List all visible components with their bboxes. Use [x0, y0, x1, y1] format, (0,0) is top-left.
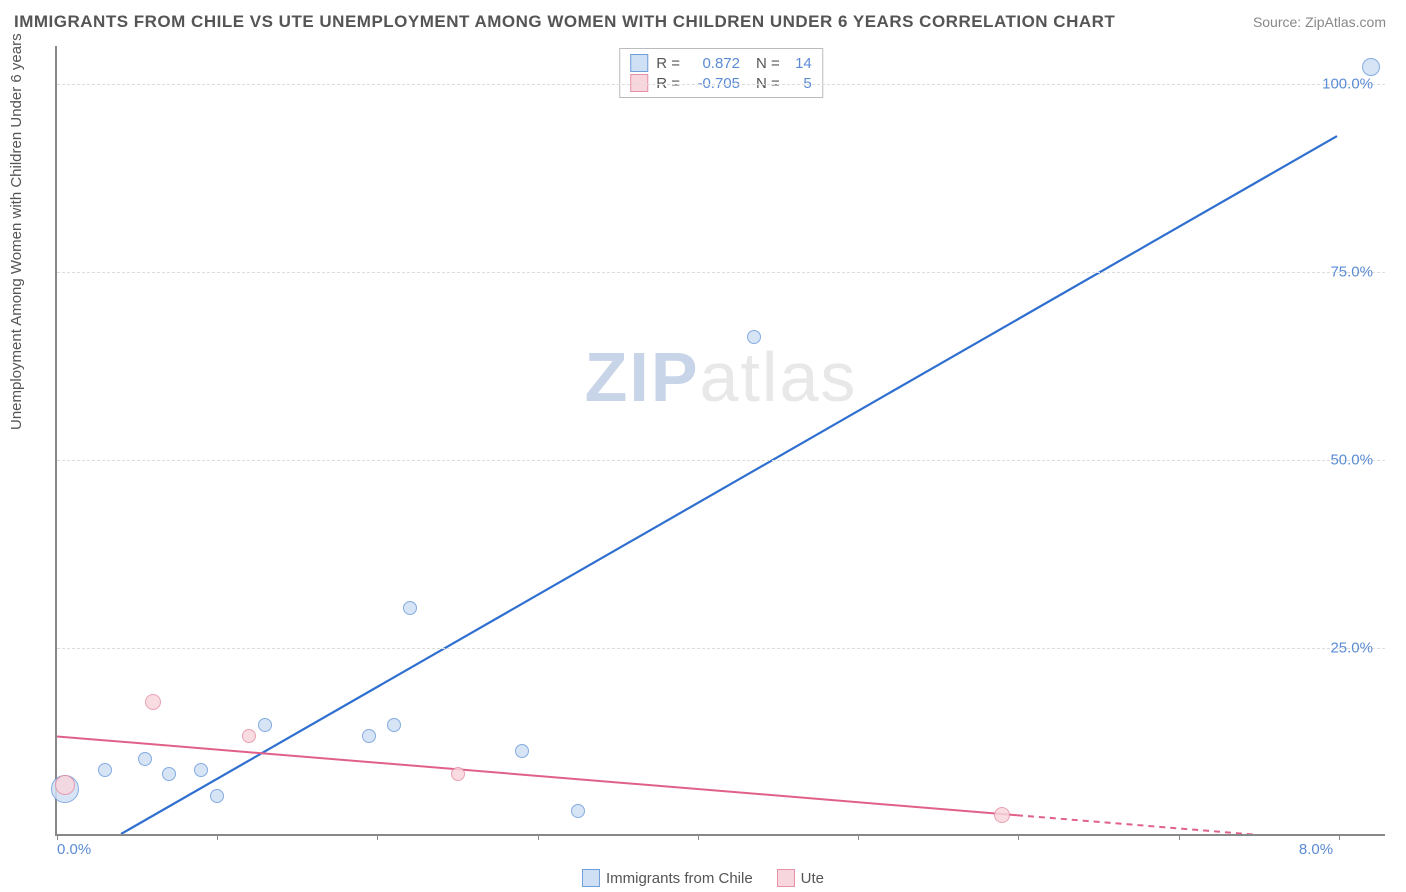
data-point	[1362, 58, 1380, 76]
y-tick-label: 25.0%	[1330, 639, 1373, 656]
gridline	[57, 460, 1385, 461]
x-tick	[217, 834, 218, 840]
source-prefix: Source:	[1253, 14, 1305, 30]
legend-swatch	[582, 869, 600, 887]
correlation-stats-legend: R =0.872N =14R =-0.705N =5	[619, 48, 823, 98]
legend-item: Ute	[777, 869, 824, 887]
x-tick	[698, 834, 699, 840]
data-point	[515, 744, 529, 758]
data-point	[194, 763, 208, 777]
x-tick-label: 0.0%	[57, 841, 91, 858]
watermark-zip: ZIP	[585, 338, 700, 416]
gridline	[57, 84, 1385, 85]
data-point	[451, 767, 465, 781]
watermark: ZIPatlas	[585, 337, 858, 417]
legend-swatch	[777, 869, 795, 887]
y-tick-label: 100.0%	[1322, 75, 1373, 92]
data-point	[994, 807, 1010, 823]
data-point	[162, 767, 176, 781]
data-point	[138, 752, 152, 766]
stats-legend-row: R = 0.872 N = 14	[630, 53, 812, 73]
data-point	[242, 729, 256, 743]
x-tick	[1179, 834, 1180, 840]
x-tick	[377, 834, 378, 840]
data-point	[145, 694, 161, 710]
y-tick-label: 75.0%	[1330, 263, 1373, 280]
data-point	[387, 718, 401, 732]
y-axis-label: Unemployment Among Women with Children U…	[8, 33, 25, 430]
data-point	[403, 601, 417, 615]
r-value: 0.872	[688, 55, 740, 72]
data-point	[362, 729, 376, 743]
source-attribution: Source: ZipAtlas.com	[1253, 14, 1386, 30]
legend-label: Ute	[801, 870, 824, 887]
legend-label: Immigrants from Chile	[606, 870, 753, 887]
n-value: 14	[788, 55, 812, 72]
gridline	[57, 272, 1385, 273]
x-tick	[1339, 834, 1340, 840]
r-label: R =	[656, 55, 680, 72]
series-legend: Immigrants from Chile Ute	[582, 869, 824, 887]
watermark-atlas: atlas	[700, 338, 858, 416]
data-point	[571, 804, 585, 818]
n-label: N =	[756, 55, 780, 72]
x-tick	[57, 834, 58, 840]
legend-swatch	[630, 54, 648, 72]
x-tick	[1018, 834, 1019, 840]
gridline	[57, 648, 1385, 649]
source-name: ZipAtlas.com	[1305, 14, 1386, 30]
x-tick-label: 8.0%	[1299, 841, 1333, 858]
x-tick	[538, 834, 539, 840]
data-point	[210, 789, 224, 803]
chart-title: IMMIGRANTS FROM CHILE VS UTE UNEMPLOYMEN…	[14, 12, 1115, 32]
legend-item: Immigrants from Chile	[582, 869, 753, 887]
data-point	[55, 775, 75, 795]
data-point	[258, 718, 272, 732]
data-point	[747, 330, 761, 344]
y-tick-label: 50.0%	[1330, 451, 1373, 468]
trend-lines	[57, 46, 1385, 834]
chart-plot-area: ZIPatlas R =0.872N =14R =-0.705N =5 25.0…	[55, 46, 1385, 836]
data-point	[98, 763, 112, 777]
x-tick	[858, 834, 859, 840]
